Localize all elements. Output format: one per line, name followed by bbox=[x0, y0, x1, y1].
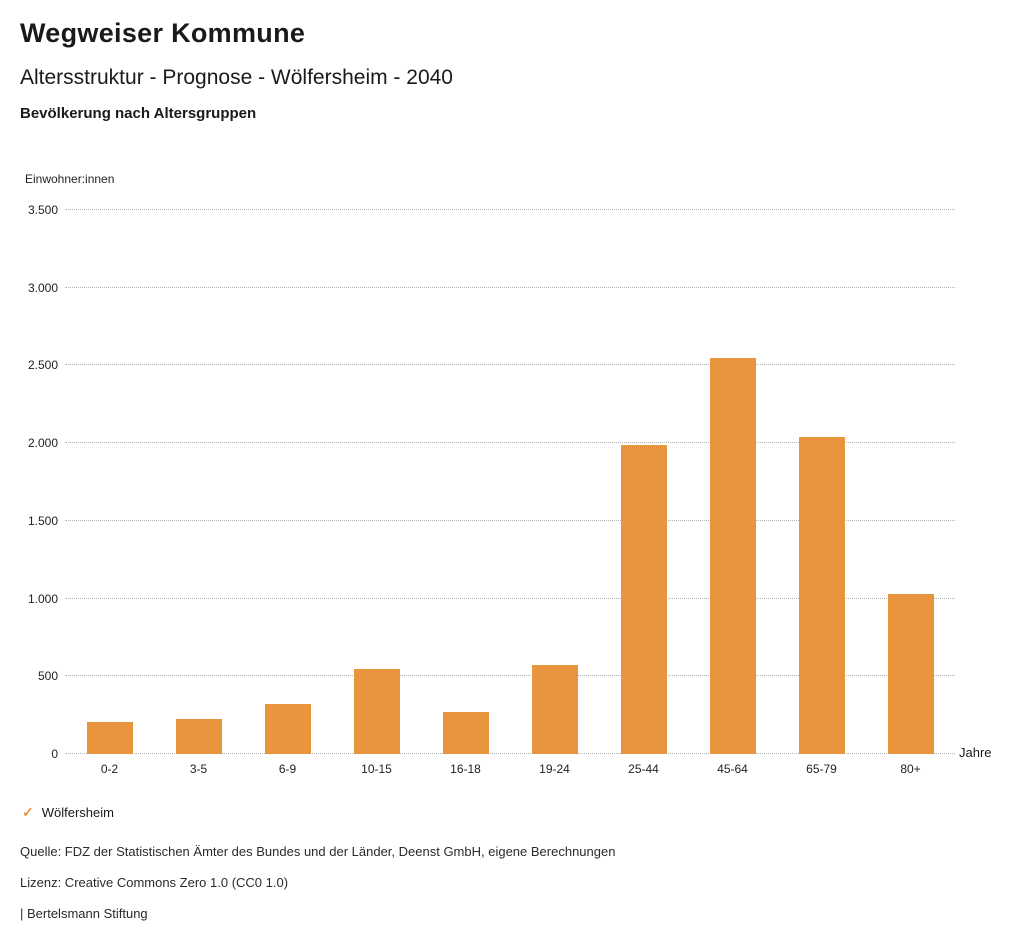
gridline bbox=[65, 675, 955, 677]
gridline bbox=[65, 209, 955, 210]
legend-check-icon: ✓ bbox=[22, 804, 34, 820]
x-axis-unit-label: Jahre bbox=[959, 745, 992, 760]
bar-6-9[interactable] bbox=[264, 704, 311, 754]
bar-19-24[interactable] bbox=[531, 665, 578, 754]
legend-item-woelfersheim[interactable]: ✓ Wölfersheim bbox=[22, 804, 114, 821]
attribution-text: | Bertelsmann Stiftung bbox=[20, 906, 148, 921]
bar-slot bbox=[421, 210, 510, 754]
bar-slot bbox=[599, 210, 688, 754]
bar-slot bbox=[332, 210, 421, 754]
bar-16-18[interactable] bbox=[442, 712, 489, 754]
x-tick-label: 45-64 bbox=[717, 762, 748, 776]
chart-title: Bevölkerung nach Altersgruppen bbox=[20, 105, 257, 122]
y-tick-label: 3.000 bbox=[27, 280, 58, 295]
bar-slot bbox=[154, 210, 243, 754]
y-tick-label: 2.500 bbox=[27, 358, 58, 373]
x-tick-label: 19-24 bbox=[539, 762, 570, 776]
x-tick-label: 16-18 bbox=[450, 762, 481, 776]
y-tick-label: 2.000 bbox=[27, 436, 58, 451]
bar-3-5[interactable] bbox=[175, 719, 222, 754]
x-tick-label: 6-9 bbox=[278, 762, 297, 776]
x-tick-label: 80+ bbox=[900, 762, 921, 776]
bar-45-64[interactable] bbox=[709, 357, 756, 754]
bar-slot bbox=[243, 210, 332, 754]
gridline bbox=[65, 519, 955, 521]
gridline bbox=[65, 442, 955, 444]
y-tick-label: 1.000 bbox=[27, 591, 58, 606]
bar-chart: 0 500 1.000 1.500 2.000 2.500 3.000 3.500 0-2 3-… bbox=[20, 203, 992, 776]
bar-slot bbox=[510, 210, 599, 754]
bar-slot bbox=[777, 210, 866, 754]
legend-label: Wölfersheim bbox=[41, 805, 114, 820]
bar-10-15[interactable] bbox=[353, 669, 400, 754]
gridline bbox=[65, 753, 955, 754]
source-text: Quelle: FDZ der Statistischen Ämter des … bbox=[20, 844, 616, 859]
bar-0-2[interactable] bbox=[86, 722, 133, 754]
page-title: Wegweiser Kommune bbox=[20, 18, 306, 48]
bar-65-79[interactable] bbox=[798, 436, 845, 754]
x-tick-label: 25-44 bbox=[628, 762, 659, 776]
gridline bbox=[65, 286, 955, 288]
x-axis: 0-2 3-5 6-9 10-15 16-18 19-24 25-44 45-64 65-79 8… bbox=[65, 762, 955, 776]
y-tick-label: 1.500 bbox=[27, 513, 58, 528]
x-tick-label: 0-2 bbox=[100, 762, 119, 776]
x-tick-label: 10-15 bbox=[361, 762, 392, 776]
bar-slot bbox=[688, 210, 777, 754]
page-subtitle: Altersstruktur - Prognose - Wölfersheim … bbox=[20, 66, 453, 89]
plot-area bbox=[65, 209, 955, 754]
y-tick-label: 3.500 bbox=[27, 203, 58, 217]
x-tick-label: 3-5 bbox=[189, 762, 208, 776]
bar-slot bbox=[866, 210, 955, 754]
y-tick-label: 500 bbox=[37, 669, 58, 684]
bar-slot bbox=[65, 210, 154, 754]
license-text: Lizenz: Creative Commons Zero 1.0 (CC0 1… bbox=[20, 875, 289, 890]
y-axis-label: Einwohner:innen bbox=[25, 172, 115, 186]
bar-80+[interactable] bbox=[887, 593, 934, 754]
x-tick-label: 65-79 bbox=[806, 762, 837, 776]
gridline bbox=[65, 597, 955, 599]
y-tick-label: 0 bbox=[51, 747, 58, 761]
bar-25-44[interactable] bbox=[620, 444, 667, 754]
y-axis: 0 500 1.000 1.500 2.000 2.500 3.000 3.500 bbox=[20, 203, 58, 761]
gridline bbox=[65, 364, 955, 366]
bar-series bbox=[65, 210, 955, 754]
